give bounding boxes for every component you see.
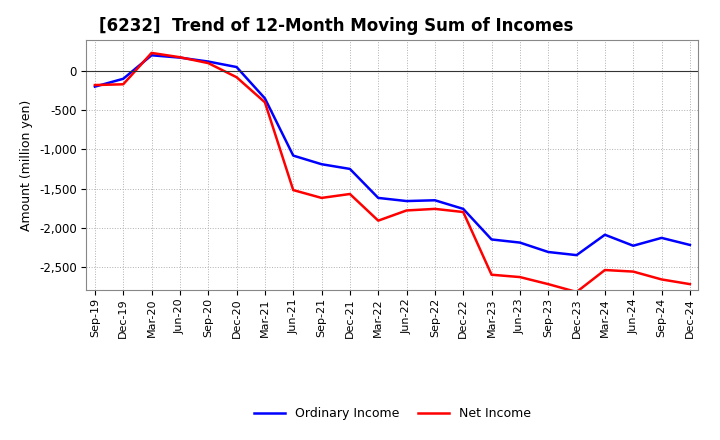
Net Income bbox=[318, 195, 326, 201]
Ordinary Income bbox=[233, 64, 241, 70]
Ordinary Income bbox=[431, 198, 439, 203]
Ordinary Income bbox=[119, 76, 127, 81]
Net Income bbox=[119, 82, 127, 87]
Ordinary Income bbox=[544, 249, 552, 255]
Text: [6232]  Trend of 12-Month Moving Sum of Incomes: [6232] Trend of 12-Month Moving Sum of I… bbox=[99, 17, 573, 35]
Net Income bbox=[431, 206, 439, 212]
Ordinary Income bbox=[487, 237, 496, 242]
Ordinary Income bbox=[572, 253, 581, 258]
Net Income bbox=[176, 55, 184, 60]
Ordinary Income bbox=[318, 161, 326, 167]
Net Income bbox=[685, 282, 694, 287]
Ordinary Income bbox=[261, 96, 269, 101]
Ordinary Income bbox=[148, 53, 156, 58]
Ordinary Income bbox=[374, 195, 382, 201]
Net Income bbox=[204, 60, 212, 66]
Ordinary Income bbox=[629, 243, 637, 248]
Ordinary Income bbox=[289, 153, 297, 158]
Ordinary Income bbox=[685, 242, 694, 248]
Net Income bbox=[148, 50, 156, 55]
Net Income bbox=[233, 74, 241, 80]
Ordinary Income bbox=[459, 206, 467, 212]
Net Income bbox=[572, 290, 581, 295]
Net Income bbox=[459, 209, 467, 215]
Net Income bbox=[402, 208, 411, 213]
Y-axis label: Amount (million yen): Amount (million yen) bbox=[20, 99, 33, 231]
Net Income bbox=[346, 191, 354, 197]
Ordinary Income bbox=[346, 166, 354, 172]
Ordinary Income bbox=[516, 240, 524, 245]
Net Income bbox=[91, 82, 99, 88]
Ordinary Income bbox=[657, 235, 666, 241]
Net Income bbox=[629, 269, 637, 274]
Net Income bbox=[261, 99, 269, 105]
Line: Ordinary Income: Ordinary Income bbox=[95, 55, 690, 255]
Net Income bbox=[374, 218, 382, 223]
Net Income bbox=[289, 187, 297, 193]
Net Income bbox=[600, 268, 609, 273]
Net Income bbox=[516, 275, 524, 280]
Ordinary Income bbox=[600, 232, 609, 238]
Legend: Ordinary Income, Net Income: Ordinary Income, Net Income bbox=[248, 402, 536, 425]
Net Income bbox=[544, 282, 552, 287]
Net Income bbox=[657, 277, 666, 282]
Ordinary Income bbox=[91, 84, 99, 89]
Net Income bbox=[487, 272, 496, 277]
Ordinary Income bbox=[402, 198, 411, 204]
Ordinary Income bbox=[204, 59, 212, 64]
Line: Net Income: Net Income bbox=[95, 53, 690, 292]
Ordinary Income bbox=[176, 55, 184, 60]
